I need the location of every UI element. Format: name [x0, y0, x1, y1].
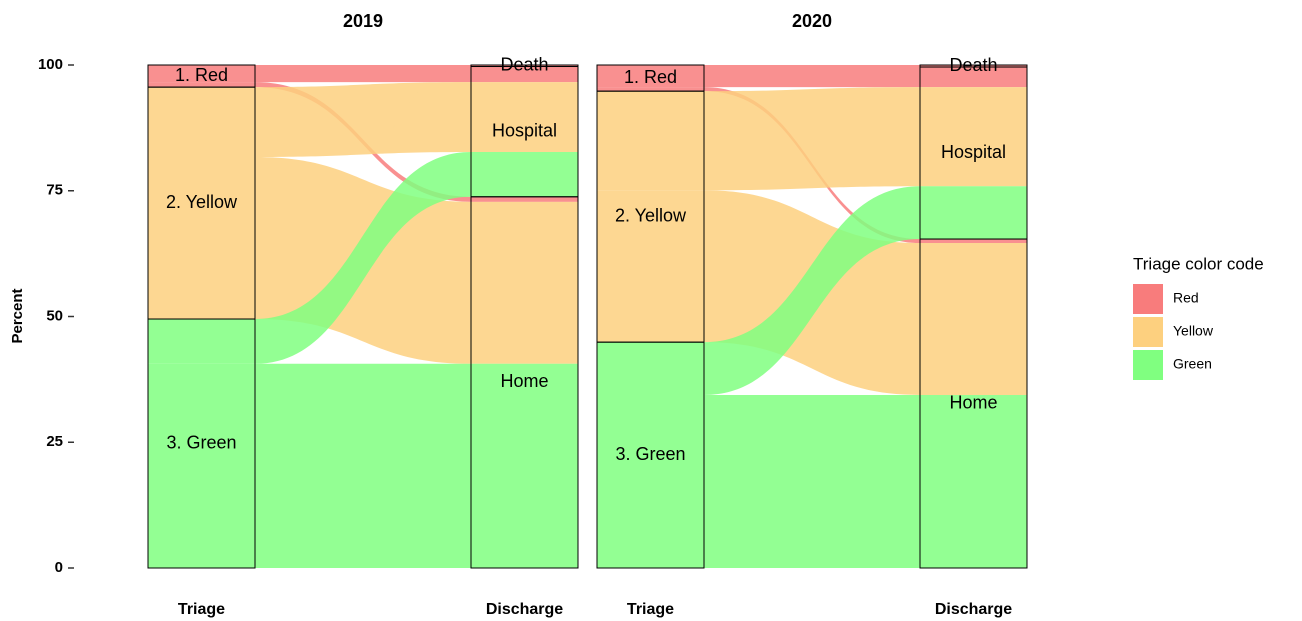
flow [148, 363, 578, 568]
stratum [919, 238, 1028, 569]
y-tick-label: 100 [38, 56, 63, 73]
x-tick-label: Triage [627, 601, 674, 618]
facet-title: 2020 [792, 11, 832, 31]
x-tick-label: Discharge [486, 601, 563, 618]
stratum [147, 318, 256, 569]
x-tick-label: Discharge [935, 601, 1012, 618]
legend-swatch [1133, 284, 1163, 314]
y-tick-label: 25 [46, 433, 63, 450]
stratum-label: Death [949, 55, 997, 75]
stratum [470, 196, 579, 569]
stratum-label: 1. Red [175, 65, 228, 85]
legend-title: Triage color code [1133, 254, 1264, 273]
stratum-label: Home [949, 392, 997, 412]
flow [148, 152, 578, 364]
stratum-label: 3. Green [615, 444, 685, 464]
y-tick-label: 50 [46, 307, 63, 324]
y-tick-label: 75 [46, 182, 63, 199]
flow [597, 87, 1027, 191]
stratum-label: Home [500, 371, 548, 391]
stratum-label: 2. Yellow [166, 192, 238, 212]
legend-swatch [1133, 317, 1163, 347]
legend-label: Red [1173, 290, 1199, 306]
legend-swatch [1133, 350, 1163, 380]
stratum-label: 3. Green [166, 432, 236, 452]
legend-label: Green [1173, 356, 1212, 372]
stratum-label: 2. Yellow [615, 205, 687, 225]
facet-title: 2019 [343, 11, 383, 31]
y-axis-label: Percent [9, 288, 26, 343]
stratum [596, 341, 705, 569]
stratum-label: Hospital [941, 142, 1006, 162]
x-tick-label: Triage [178, 601, 225, 618]
stratum-label: Hospital [492, 120, 557, 140]
flow [148, 66, 578, 320]
y-tick-label: 0 [55, 559, 63, 576]
stratum-label: 1. Red [624, 67, 677, 87]
legend-label: Yellow [1173, 323, 1214, 339]
stratum-label: Death [500, 55, 548, 75]
flow [597, 394, 1027, 568]
